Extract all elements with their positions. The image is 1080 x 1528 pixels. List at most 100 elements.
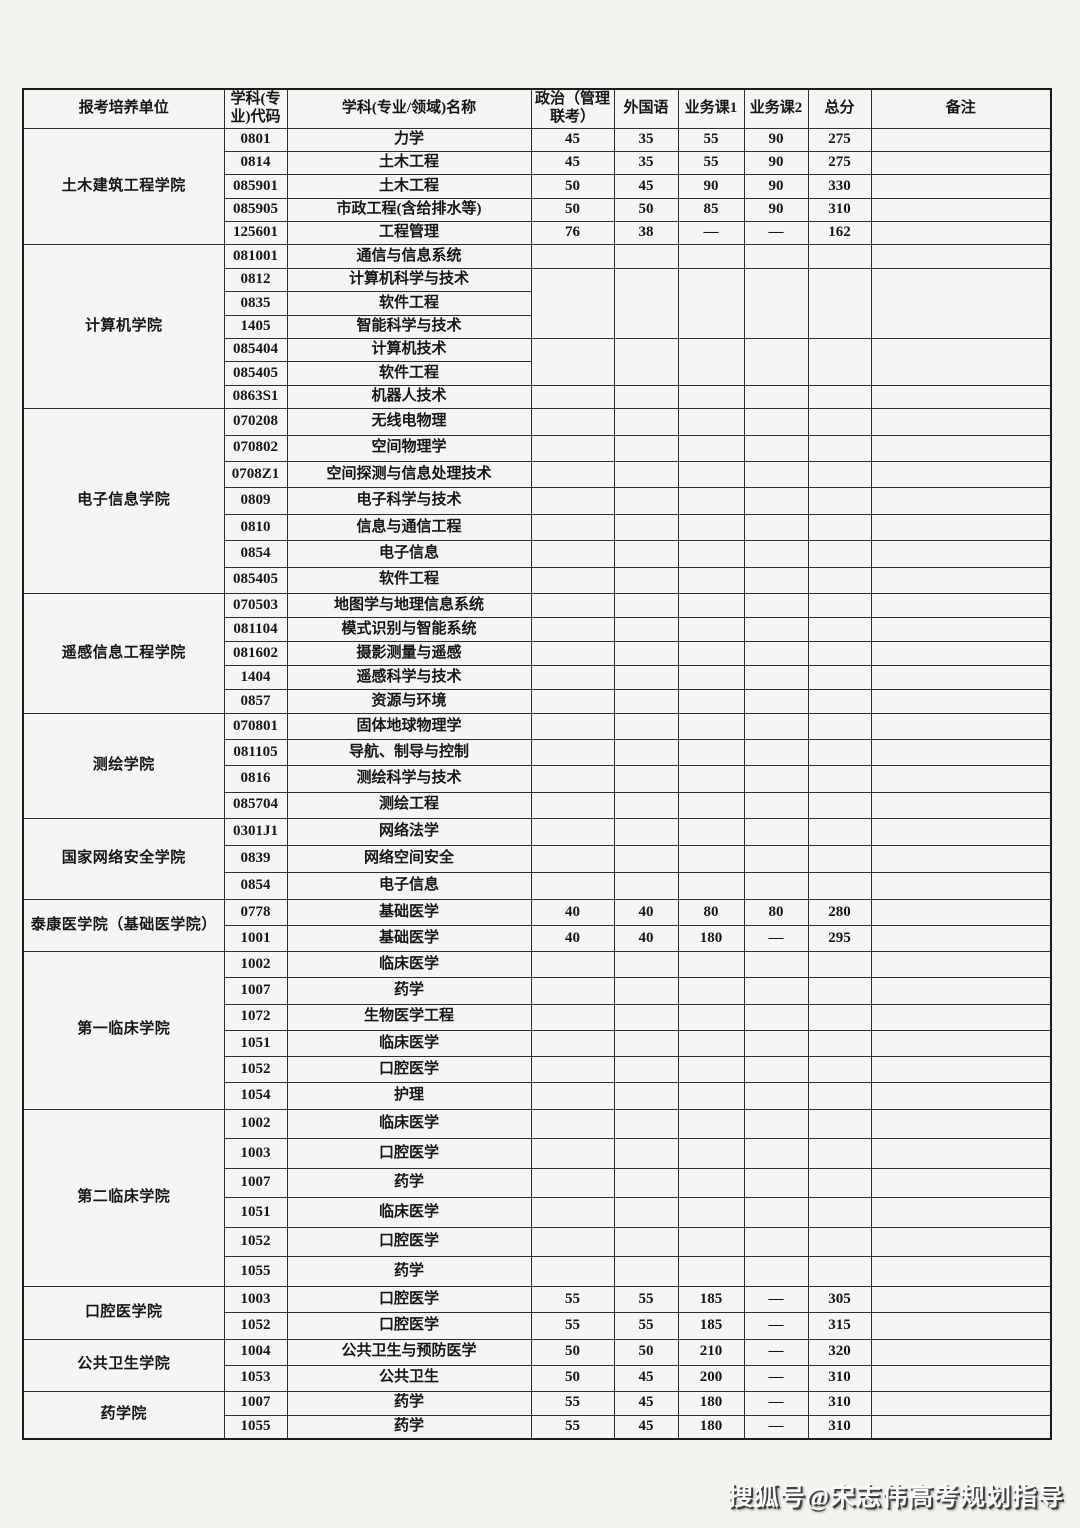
code-cell: 0863S1 bbox=[223, 384, 288, 410]
foreign-cell: 45 bbox=[613, 1364, 679, 1392]
course2-cell bbox=[743, 592, 809, 618]
total-cell bbox=[807, 664, 872, 690]
foreign-cell bbox=[613, 1138, 679, 1169]
course2-cell bbox=[743, 791, 809, 819]
course1-cell: 180 bbox=[677, 924, 745, 952]
table-row: 081602 摄影测量与遥感 bbox=[23, 640, 1052, 666]
remark-cell bbox=[870, 566, 1052, 594]
foreign-cell bbox=[613, 408, 679, 436]
remark-cell bbox=[870, 817, 1052, 846]
total-cell: 320 bbox=[807, 1338, 872, 1366]
politics-cell bbox=[530, 434, 615, 462]
total-cell bbox=[807, 434, 872, 462]
course1-cell bbox=[677, 739, 745, 767]
foreign-cell bbox=[613, 977, 679, 1005]
major-name-cell: 摄影测量与遥感 bbox=[286, 640, 532, 666]
course1-cell bbox=[677, 1138, 745, 1169]
total-cell bbox=[807, 739, 872, 767]
course1-cell bbox=[677, 844, 745, 873]
code-cell: 070802 bbox=[223, 434, 288, 462]
remark-cell bbox=[870, 898, 1052, 926]
course1-cell: 85 bbox=[677, 197, 745, 223]
col-header-total: 总分 bbox=[807, 88, 872, 129]
course1-cell bbox=[677, 267, 745, 340]
course2-cell bbox=[743, 977, 809, 1005]
code-cell: 1002 bbox=[223, 950, 288, 979]
politics-cell bbox=[530, 540, 615, 568]
course1-cell: 180 bbox=[677, 1390, 745, 1416]
table-row: 085405 软件工程 bbox=[23, 566, 1052, 594]
politics-cell bbox=[530, 566, 615, 594]
col-header-course1: 业务课1 bbox=[677, 88, 745, 129]
table-row: 国家网络安全学院 0301J1 网络法学 bbox=[22, 817, 1052, 900]
course2-cell: — bbox=[743, 924, 809, 952]
politics-cell bbox=[530, 244, 615, 269]
course1-cell: 55 bbox=[677, 127, 745, 152]
unit-cell: 土木建筑工程学院 bbox=[22, 127, 225, 246]
total-cell: 295 bbox=[807, 924, 872, 952]
major-name-cell: 地图学与地理信息系统 bbox=[286, 592, 532, 618]
course1-cell bbox=[677, 765, 745, 793]
remark-cell bbox=[870, 150, 1052, 176]
foreign-cell bbox=[613, 513, 679, 542]
course2-cell: — bbox=[743, 1312, 809, 1340]
total-cell bbox=[807, 384, 872, 410]
foreign-cell bbox=[613, 817, 679, 846]
course2-cell bbox=[743, 1226, 809, 1258]
admission-score-table: 报考培养单位 学科(专 业)代码 学科(专业/领域)名称 政治（管理 联考） 外… bbox=[22, 88, 1052, 1441]
remark-cell bbox=[870, 1226, 1052, 1258]
table-row: 085404 计算机技术 bbox=[23, 338, 1052, 386]
foreign-cell: 45 bbox=[613, 1414, 679, 1440]
code-cell: 085905 bbox=[223, 197, 288, 223]
table-row: 公共卫生学院 1004 公共卫生与预防医学 50 50 210—320 bbox=[22, 1338, 1052, 1392]
course1-cell bbox=[677, 871, 745, 900]
course2-cell bbox=[743, 1167, 809, 1199]
course1-cell bbox=[677, 487, 745, 515]
table-row: 口腔医学院 1003 口腔医学 55 55 185—305 bbox=[22, 1285, 1052, 1340]
course2-cell: 90 bbox=[743, 197, 809, 223]
code-cell: 0809 bbox=[223, 487, 288, 515]
table-row: 1055 药学 55 45 180—310 bbox=[23, 1414, 1052, 1440]
course2-cell bbox=[743, 765, 809, 793]
code-cell: 1002 bbox=[223, 1108, 288, 1140]
course2-cell bbox=[743, 1197, 809, 1228]
foreign-cell bbox=[613, 434, 679, 462]
politics-cell bbox=[530, 1256, 615, 1287]
table-row: 0854 电子信息 bbox=[23, 871, 1052, 900]
total-cell bbox=[807, 338, 872, 386]
major-name-cell: 药学 bbox=[286, 977, 532, 1005]
course2-cell bbox=[743, 712, 809, 741]
course2-cell: — bbox=[743, 1285, 809, 1314]
code-cell: 0839 bbox=[223, 844, 288, 873]
unit-cell: 第一临床学院 bbox=[22, 950, 225, 1110]
unit-cell: 计算机学院 bbox=[22, 244, 225, 410]
politics-cell bbox=[530, 739, 615, 767]
course2-cell bbox=[743, 871, 809, 900]
remark-cell bbox=[870, 1285, 1052, 1314]
politics-cell bbox=[530, 765, 615, 793]
course1-cell: 210 bbox=[677, 1338, 745, 1366]
course1-cell: 180 bbox=[677, 1414, 745, 1440]
foreign-cell: 38 bbox=[613, 221, 679, 246]
course2-cell: 90 bbox=[743, 174, 809, 199]
total-cell bbox=[807, 791, 872, 819]
politics-cell bbox=[530, 844, 615, 873]
major-name-cell: 临床医学 bbox=[286, 1197, 532, 1228]
course2-cell: 80 bbox=[743, 898, 809, 926]
remark-cell bbox=[870, 1138, 1052, 1169]
politics-cell: 50 bbox=[530, 197, 615, 223]
table-row: 药学院 1007 药学 55 45 180—310 bbox=[22, 1390, 1052, 1440]
table-row: 081104 模式识别与智能系统 bbox=[23, 616, 1052, 642]
total-cell bbox=[807, 1108, 872, 1140]
table-row: 1053 公共卫生 50 45 200—310 bbox=[23, 1364, 1052, 1392]
unit-cell: 公共卫生学院 bbox=[22, 1338, 225, 1392]
major-name-cell: 机器人技术 bbox=[286, 384, 532, 410]
major-name-cell: 口腔医学 bbox=[286, 1056, 532, 1084]
politics-cell: 45 bbox=[530, 150, 615, 176]
code-cell: 0816 bbox=[223, 765, 288, 793]
table-row: 0814 土木工程 45 35 55 90 275 bbox=[23, 150, 1052, 176]
col-header-course2: 业务课2 bbox=[743, 88, 809, 129]
remark-cell bbox=[870, 765, 1052, 793]
remark-cell bbox=[870, 592, 1052, 618]
major-name-cell: 软件工程 bbox=[286, 566, 532, 594]
